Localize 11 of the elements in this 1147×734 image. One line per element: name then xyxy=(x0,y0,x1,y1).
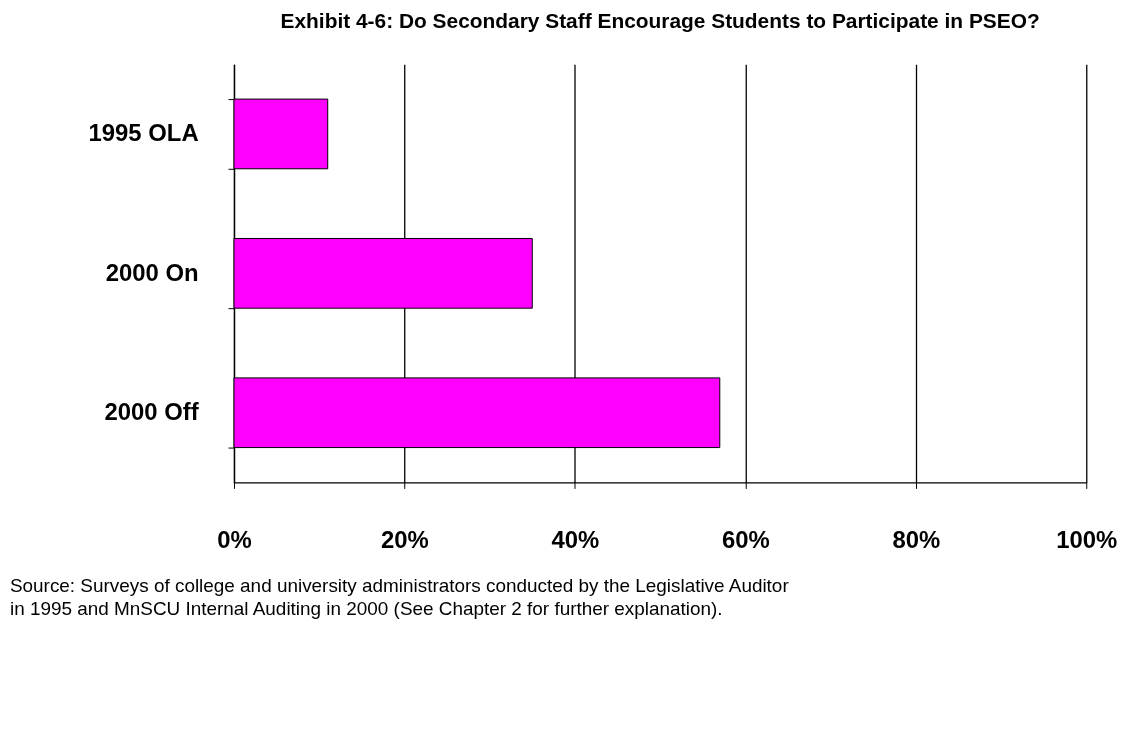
x-tick-label: 80% xyxy=(892,525,941,553)
x-tick-label: 100% xyxy=(1056,525,1118,553)
chart-title: Exhibit 4-6: Do Secondary Staff Encourage Students to Participate in PSEO? xyxy=(280,9,1040,33)
source-note: Source: Surveys of college and university administrators conducted by the Legislative Auditor in 1995 and MnSCU Internal Auditing in 2000 (See Chapter 2 for further explanation). xyxy=(9,574,789,619)
y-tick-label: 1995 OLA xyxy=(88,119,199,147)
x-tick-label: 20% xyxy=(381,525,429,553)
x-tick-label: 60% xyxy=(721,525,770,553)
x-tick-label: 0% xyxy=(217,525,252,553)
x-tick-label: 40% xyxy=(551,525,600,553)
y-tick-label: 2000 Off xyxy=(104,398,199,426)
y-tick-label: 2000 On xyxy=(105,258,199,286)
